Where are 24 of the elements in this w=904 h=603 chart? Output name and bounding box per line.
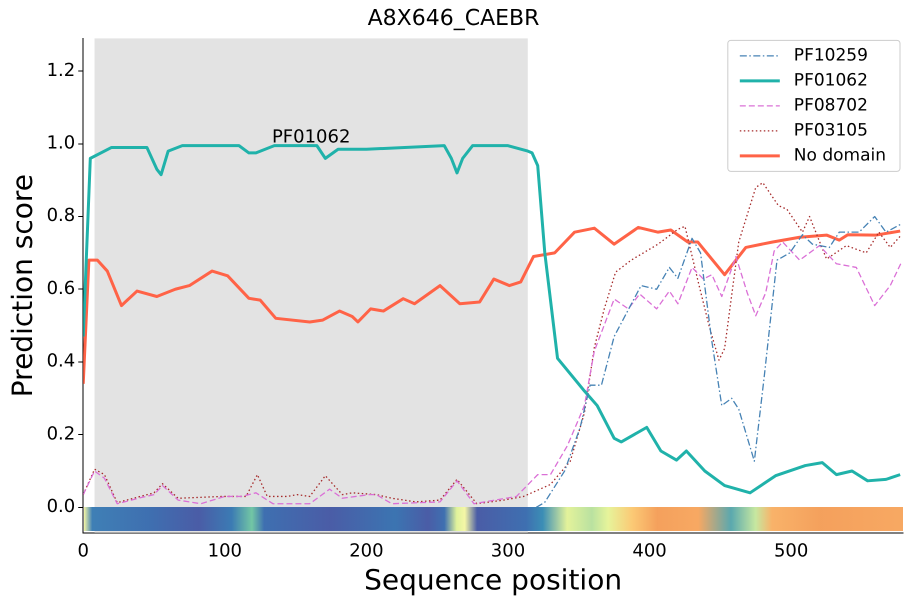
legend-label: No domain: [794, 145, 886, 166]
x-tick-label: 200: [349, 540, 384, 562]
line-series: [536, 216, 902, 508]
x-tick-label: 0: [78, 540, 89, 562]
x-tick-label: 300: [490, 540, 526, 562]
x-tick-label: 100: [208, 540, 242, 562]
legend-label: PF03105: [794, 120, 868, 140]
y-tick-label: 0.4: [46, 350, 76, 372]
y-tick-label: 0.6: [46, 278, 76, 299]
x-tick-label: 500: [774, 540, 808, 562]
y-axis-title: Prediction score: [6, 174, 40, 398]
y-tick-label: 0.2: [46, 423, 76, 444]
band-label: PF01062: [272, 126, 350, 148]
legend-label: PF10259: [794, 45, 868, 66]
y-tick-label: 0.8: [46, 205, 76, 226]
legend-label: PF08702: [794, 95, 868, 116]
line-series: [83, 241, 902, 504]
y-tick-label: 1.2: [46, 60, 76, 81]
x-axis-title: Sequence position: [364, 563, 622, 596]
x-tick-label: 400: [632, 540, 667, 562]
legend-label: PF01062: [794, 70, 868, 90]
y-tick-label: 0.0: [46, 496, 76, 518]
chart-title: A8X646_CAEBR: [368, 6, 540, 31]
y-tick-label: 1.0: [46, 132, 76, 154]
